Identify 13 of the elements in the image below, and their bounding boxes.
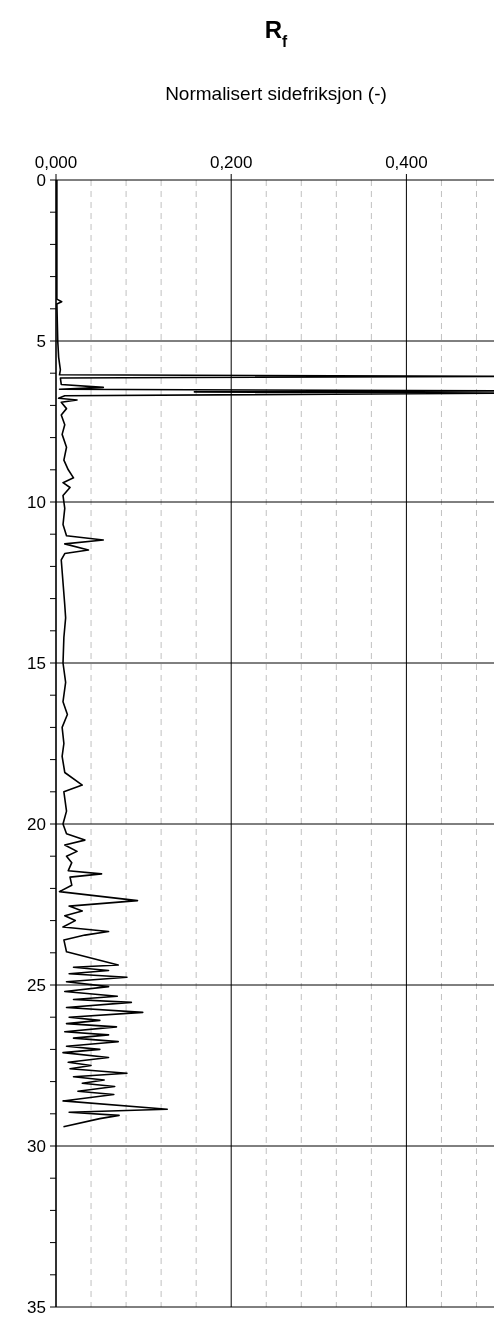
y-tick-label: 25 [27, 975, 46, 995]
y-tick-label: 35 [27, 1297, 46, 1317]
y-tick-label: 30 [27, 1136, 46, 1156]
y-tick-label: 20 [27, 814, 46, 834]
y-tick-label: 15 [27, 653, 46, 673]
x-tick-label: 0,200 [209, 153, 253, 172]
x-tick-label: 0,400 [385, 153, 428, 172]
x-axis-title: Normalisert sidefriksjon (-) [165, 83, 387, 104]
x-tick-label: 0,000 [34, 153, 78, 172]
chart-title: R$_{f}$ [264, 16, 289, 50]
y-tick-label: 5 [36, 331, 46, 351]
y-tick-label: 0 [36, 170, 46, 190]
y-tick-label: 10 [27, 492, 46, 512]
